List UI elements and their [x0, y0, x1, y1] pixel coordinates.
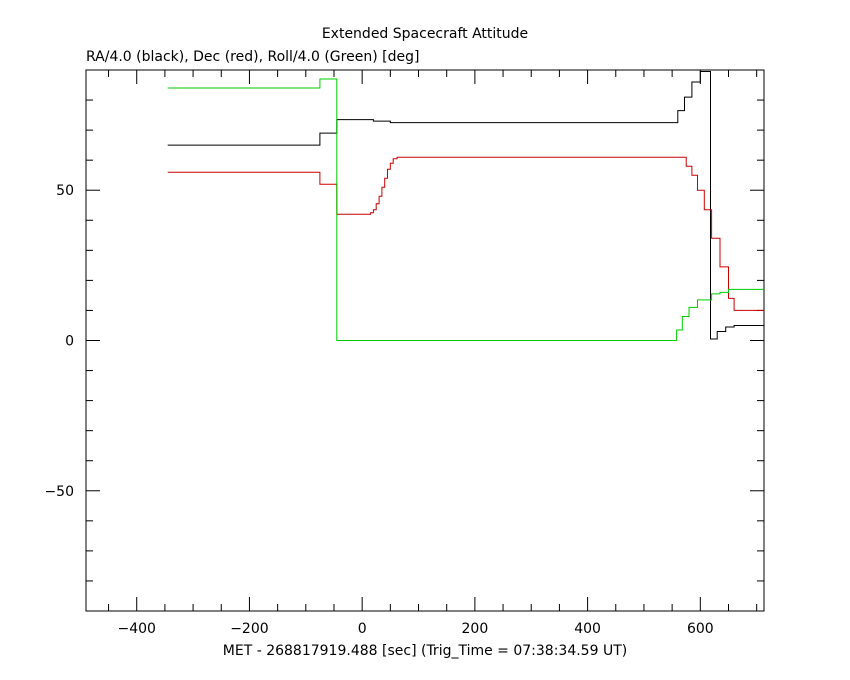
x-tick-label: −200: [230, 621, 268, 637]
x-tick-label: 0: [358, 621, 367, 637]
tick-labels: −400 −200 0 200 400 600 −50 0 50: [44, 183, 713, 637]
y-tick-label: 0: [65, 334, 74, 350]
x-tick-label: −400: [117, 621, 155, 637]
x-axis-label: MET - 268817919.488 [sec] (Trig_Time = 0…: [223, 643, 627, 659]
chart-title: Extended Spacecraft Attitude: [322, 26, 528, 42]
y-tick-label: −50: [44, 484, 74, 500]
chart-subtitle: RA/4.0 (black), Dec (red), Roll/4.0 (Gre…: [86, 49, 419, 65]
axis-ticks: [86, 69, 764, 612]
series-line-2: [167, 156, 764, 311]
x-tick-label: 600: [687, 621, 714, 637]
series-layer: [167, 71, 764, 341]
series-line-1: [167, 71, 764, 340]
x-tick-label: 400: [574, 621, 601, 637]
x-tick-label: 200: [462, 621, 489, 637]
y-tick-label: 50: [56, 183, 74, 199]
series-line-3: [167, 78, 764, 341]
